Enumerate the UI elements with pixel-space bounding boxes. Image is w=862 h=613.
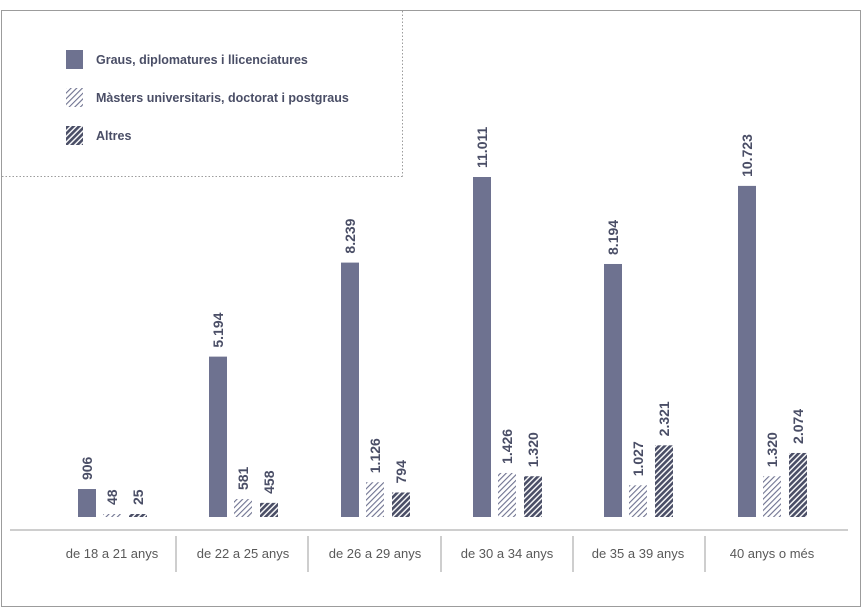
value-label-graus-4: 11.011 — [474, 127, 490, 168]
bar-graus-2 — [209, 356, 227, 517]
category-label-3: de 26 a 29 anys — [329, 546, 422, 561]
value-label-graus-3: 8.239 — [342, 218, 358, 253]
category-label-1: de 18 a 21 anys — [66, 546, 159, 561]
bar-masters-1 — [103, 514, 121, 517]
value-label-masters-2: 581 — [235, 466, 251, 490]
bar-graus-6 — [738, 185, 756, 517]
value-label-masters-6: 1.320 — [764, 432, 780, 467]
value-label-altres-3: 794 — [393, 460, 409, 484]
legend-label-altres: Altres — [96, 129, 131, 143]
category-label-4: de 30 a 34 anys — [461, 546, 554, 561]
bar-graus-1 — [78, 489, 96, 517]
category-label-2: de 22 a 25 anys — [197, 546, 290, 561]
legend-item-altres: Altres — [66, 126, 131, 145]
bar-altres-5 — [655, 445, 673, 517]
bar-graus-3 — [341, 262, 359, 517]
value-label-masters-1: 48 — [104, 489, 120, 505]
value-label-masters-5: 1.027 — [630, 441, 646, 476]
legend-item-masters: Màsters universitaris, doctorat i postgr… — [66, 88, 349, 107]
value-label-altres-6: 2.074 — [790, 409, 806, 444]
bar-altres-6 — [789, 452, 807, 517]
legend-item-graus: Graus, diplomatures i llicenciatures — [66, 50, 308, 69]
bar-graus-5 — [604, 263, 622, 517]
value-label-altres-4: 1.320 — [525, 432, 541, 467]
bar-masters-5 — [629, 485, 647, 517]
legend-swatch-masters — [66, 88, 83, 107]
bar-masters-4 — [498, 472, 516, 517]
value-label-masters-3: 1.126 — [367, 438, 383, 473]
value-label-altres-1: 25 — [130, 489, 146, 505]
bars-layer — [78, 177, 807, 517]
legend-swatch-altres — [66, 126, 83, 145]
bar-altres-4 — [524, 476, 542, 517]
chart-frame — [1, 10, 861, 607]
legend: Graus, diplomatures i llicenciatures Màs… — [2, 11, 403, 177]
legend-swatch-graus — [66, 50, 83, 69]
value-label-altres-5: 2.321 — [656, 401, 672, 436]
value-label-graus-2: 5.194 — [210, 312, 226, 347]
value-labels-layer: 906 5.194 8.239 11.011 8.194 10.723 48 581 1.126… — [79, 127, 806, 505]
category-label-6: 40 anys o més — [730, 546, 815, 561]
legend-label-masters: Màsters universitaris, doctorat i postgr… — [96, 91, 349, 105]
value-label-graus-1: 906 — [79, 456, 95, 480]
value-label-masters-4: 1.426 — [499, 429, 515, 464]
category-axis: de 18 a 21 anys de 22 a 25 anys de 26 a 29… — [66, 536, 815, 572]
bar-altres-3 — [392, 492, 410, 517]
value-label-altres-2: 458 — [261, 470, 277, 494]
value-label-graus-5: 8.194 — [605, 220, 621, 255]
value-label-graus-6: 10.723 — [739, 134, 755, 177]
bar-altres-2 — [260, 502, 278, 517]
legend-label-graus: Graus, diplomatures i llicenciatures — [96, 53, 308, 67]
bar-graus-4 — [473, 177, 491, 517]
bar-masters-2 — [234, 499, 252, 517]
bar-masters-3 — [366, 482, 384, 517]
bar-altres-1 — [129, 514, 147, 517]
category-label-5: de 35 a 39 anys — [592, 546, 685, 561]
bar-masters-6 — [763, 476, 781, 517]
